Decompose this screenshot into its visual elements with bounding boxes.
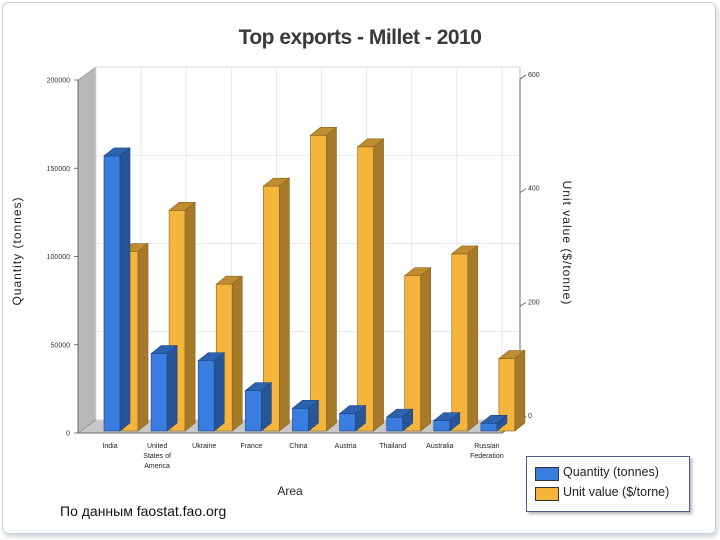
bar-unit-value-4-side <box>326 126 337 432</box>
bar-quantity-8-side <box>496 414 508 432</box>
bar-unit-value-5-front <box>357 146 374 432</box>
bar-quantity-3-front <box>245 390 262 432</box>
bar-quantity-0-front <box>103 155 121 432</box>
chart-legend: Quantity (tonnes) Unit value ($/torne) <box>526 456 690 512</box>
x-tick-label: Ukraine <box>192 443 216 450</box>
x-axis-label: Area <box>277 484 303 498</box>
bar-quantity-3-side <box>261 382 272 432</box>
legend-swatch-quantity <box>535 467 559 481</box>
left-side-wall <box>77 66 97 434</box>
bar-quantity-7-side <box>449 412 461 432</box>
bar-quantity-5-front <box>339 413 356 432</box>
legend-label-quantity: Quantity (tonnes) <box>563 465 659 479</box>
x-tick-label: France <box>240 443 262 450</box>
bar-unit-value-3 <box>262 177 291 432</box>
bar-unit-value-5-side <box>373 138 384 432</box>
bar-quantity-6-side <box>402 408 413 432</box>
bar-unit-value-7-front <box>451 253 469 432</box>
bar-quantity-4 <box>291 399 320 432</box>
y-axis-label-left: Quantity (tonnes) <box>10 196 24 306</box>
bar-quantity-2 <box>197 352 226 432</box>
bar-unit-value-7 <box>450 245 479 432</box>
legend-label-unit-value: Unit value ($/torne) <box>563 485 670 499</box>
bar-unit-value-0-side <box>137 242 149 432</box>
y-tick-label-right: 0 <box>528 413 532 420</box>
x-tick-label: Federation <box>470 453 504 460</box>
bar-unit-value-4-front <box>310 135 327 432</box>
bar-quantity-8 <box>480 414 508 432</box>
bar-unit-value-7-side <box>467 245 479 432</box>
legend-swatch-unit-value <box>535 487 559 501</box>
x-tick-label: China <box>289 443 307 450</box>
bar-quantity-1-side <box>166 344 178 432</box>
source-note: По данным faostat.fao.org <box>60 503 227 519</box>
bar-quantity-7 <box>432 412 461 432</box>
bar-quantity-1-front <box>150 353 168 432</box>
y-tick-label-right: 200 <box>528 299 540 306</box>
x-tick-label: Russian <box>474 443 499 450</box>
y-tick-label-left: 0 <box>66 431 70 438</box>
x-tick-label: Australia <box>426 443 453 450</box>
x-tick-label: Austria <box>335 443 357 450</box>
bar-unit-value-6-side <box>420 267 431 432</box>
bar-quantity-2-side <box>213 352 225 432</box>
bar-quantity-3 <box>244 382 273 432</box>
bar-quantity-6-front <box>386 416 403 432</box>
x-tick-label: States of <box>143 453 171 460</box>
bar-quantity-5 <box>338 404 367 432</box>
bar-quantity-0 <box>103 147 131 432</box>
x-tick-label: Thailand <box>379 443 406 450</box>
y-tick-label-left: 50000 <box>51 342 71 349</box>
y-tick-label-left: 100000 <box>47 254 70 261</box>
bar-unit-value-4 <box>309 126 338 432</box>
y-tick-label-left: 150000 <box>47 166 70 173</box>
bar-quantity-2-front <box>197 360 215 432</box>
chart-title: Top exports - Millet - 2010 <box>238 26 482 49</box>
bar-quantity-4-front <box>292 407 309 432</box>
x-tick-label: United <box>147 443 167 450</box>
bar-unit-value-6-front <box>404 275 421 432</box>
bar-unit-value-8-side <box>514 349 526 432</box>
bar-unit-value-8 <box>498 349 526 432</box>
bar-quantity-5-side <box>355 404 366 432</box>
bar-unit-value-2-side <box>231 275 243 432</box>
bar-quantity-7-front <box>433 420 451 432</box>
y-tick-mark-right <box>519 302 527 307</box>
bar-quantity-1 <box>150 344 178 432</box>
bar-quantity-6 <box>385 408 414 432</box>
bar-unit-value-3-side <box>279 177 290 432</box>
y-axis-label-right: Unit value ($/tonne) <box>560 180 574 306</box>
bar-unit-value-1-side <box>184 201 196 432</box>
y-tick-mark-right <box>519 188 527 193</box>
y-tick-label-right: 400 <box>528 186 540 193</box>
bar-quantity-0-side <box>119 147 131 432</box>
bar-unit-value-5 <box>356 138 385 432</box>
y-tick-label-left: 200000 <box>47 78 70 85</box>
bar-quantity-8-front <box>480 422 498 432</box>
x-tick-label: India <box>102 443 117 450</box>
bar-quantity-4-side <box>308 399 319 432</box>
bar-unit-value-6 <box>403 267 432 432</box>
y-tick-label-right: 600 <box>528 72 540 79</box>
x-tick-label: America <box>144 463 170 470</box>
y-tick-mark-right <box>519 74 527 80</box>
